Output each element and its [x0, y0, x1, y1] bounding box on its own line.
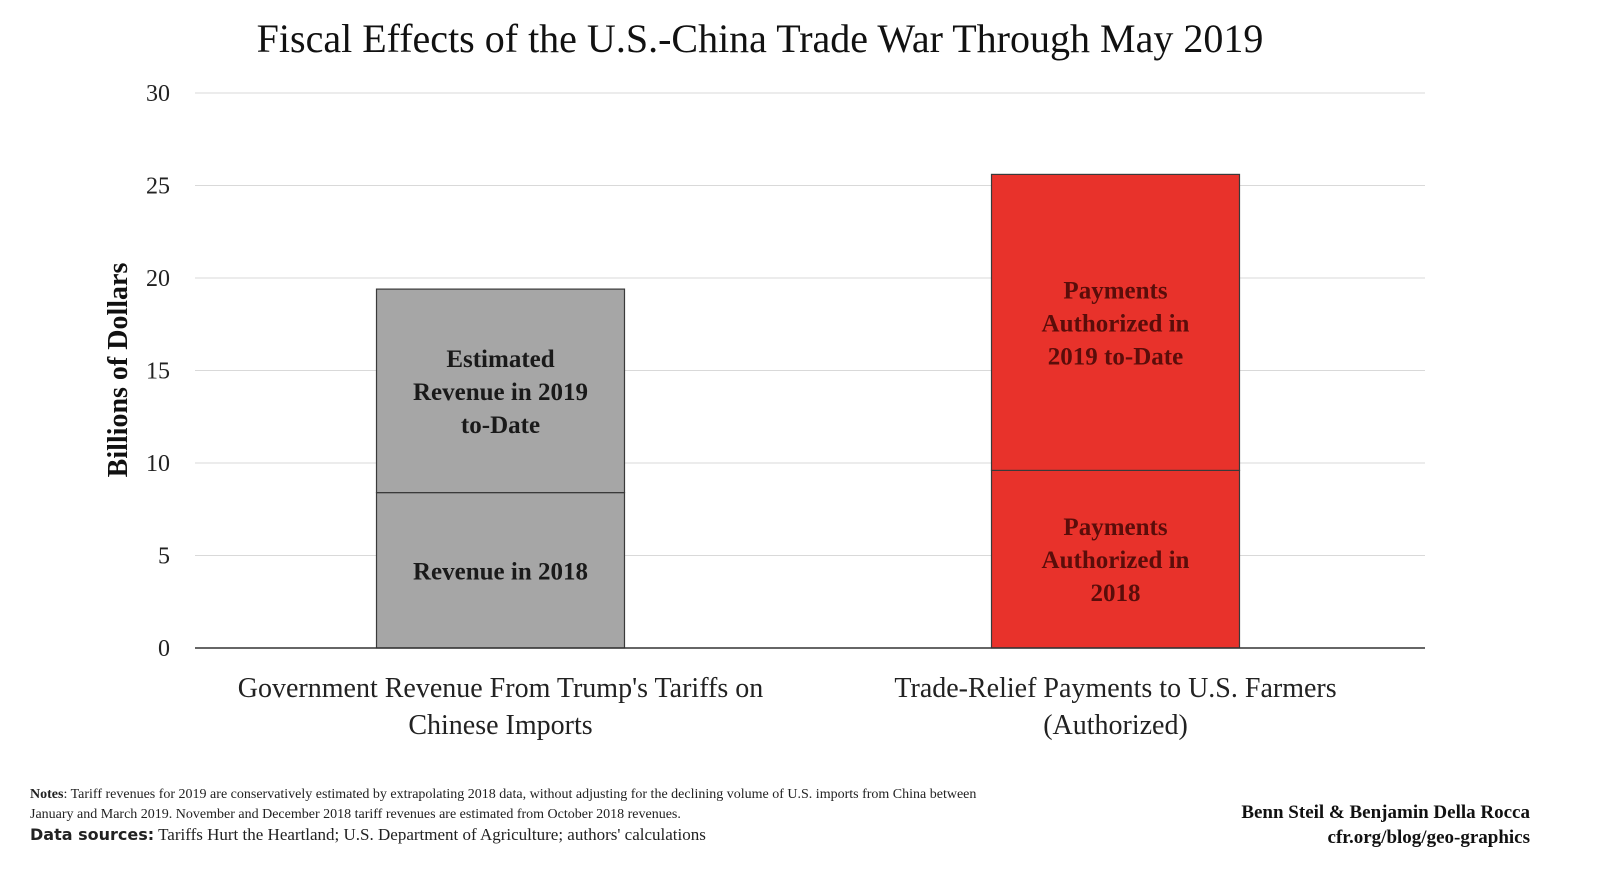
x-category-label: Government Revenue From Trump's Tariffs …	[238, 673, 763, 704]
y-tick-label: 20	[146, 266, 170, 292]
segment-label: Estimated	[446, 346, 554, 373]
segment-label: Payments	[1063, 277, 1167, 304]
y-tick-label: 25	[146, 174, 170, 200]
y-tick-label: 0	[158, 636, 170, 662]
segment-label: Revenue in 2018	[413, 558, 588, 585]
segment-label: Payments	[1063, 514, 1167, 541]
segment-label: 2018	[1091, 580, 1141, 607]
y-tick-label: 30	[146, 81, 170, 107]
y-tick-label: 10	[146, 451, 170, 477]
credit-authors: Benn Steil & Benjamin Della Rocca	[1241, 802, 1530, 823]
credit: Benn Steil & Benjamin Della Rocca cfr.or…	[1241, 800, 1530, 850]
notes-text: : Tariff revenues for 2019 are conservat…	[30, 787, 977, 822]
data-sources-text: Tariffs Hurt the Heartland; U.S. Departm…	[154, 825, 706, 844]
y-tick-label: 5	[158, 544, 170, 570]
y-tick-label: 15	[146, 359, 170, 385]
bar-segment	[990, 469, 1241, 649]
x-category-label: Chinese Imports	[408, 710, 592, 741]
credit-site: cfr.org/blog/geo-graphics	[1327, 827, 1530, 848]
bar-segment	[375, 288, 626, 494]
segment-label: to-Date	[461, 412, 540, 439]
data-sources: Data sources: Tariffs Hurt the Heartland…	[30, 825, 706, 845]
x-category-label: (Authorized)	[1043, 710, 1188, 741]
bar-segment	[990, 173, 1241, 471]
y-axis-label: Billions of Dollars	[103, 263, 134, 478]
notes-label: Notes	[30, 787, 64, 802]
segment-label: Authorized in	[1042, 547, 1190, 574]
segment-label: Revenue in 2019	[413, 379, 588, 406]
notes: Notes: Tariff revenues for 2019 are cons…	[30, 785, 990, 825]
x-category-label: Trade-Relief Payments to U.S. Farmers	[894, 673, 1336, 704]
data-sources-label: Data sources:	[30, 825, 155, 844]
segment-label: 2019 to-Date	[1048, 343, 1183, 370]
chart-title: Fiscal Effects of the U.S.-China Trade W…	[257, 16, 1264, 61]
segment-label: Authorized in	[1042, 310, 1190, 337]
